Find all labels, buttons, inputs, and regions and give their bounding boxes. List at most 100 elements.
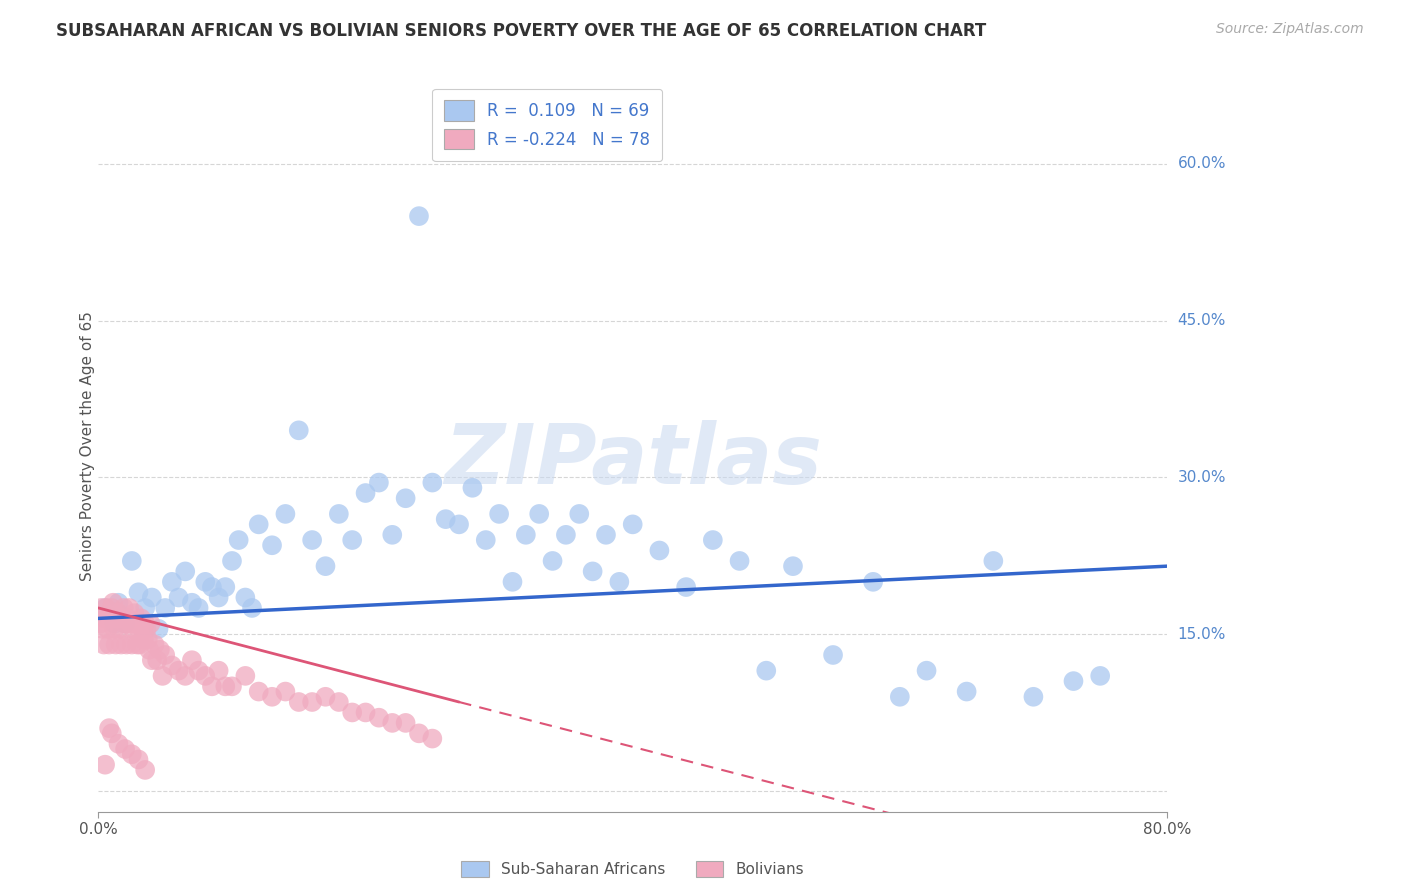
Point xyxy=(93,638,115,652)
Text: SUBSAHARAN AFRICAN VS BOLIVIAN SENIORS POVERTY OVER THE AGE OF 65 CORRELATION CH: SUBSAHARAN AFRICAN VS BOLIVIAN SENIORS P… xyxy=(56,22,987,40)
Point xyxy=(394,715,416,730)
Point xyxy=(94,601,117,615)
Point xyxy=(247,684,270,698)
Point xyxy=(118,601,141,615)
Legend: Sub-Saharan Africans, Bolivians: Sub-Saharan Africans, Bolivians xyxy=(454,854,811,885)
Point xyxy=(315,690,337,704)
Point xyxy=(422,475,444,490)
Point xyxy=(381,528,404,542)
Point xyxy=(408,726,430,740)
Point xyxy=(728,554,751,568)
Point xyxy=(155,648,177,662)
Point xyxy=(114,616,136,631)
Point xyxy=(214,580,236,594)
Point xyxy=(107,737,129,751)
Point xyxy=(201,679,224,693)
Point xyxy=(447,517,470,532)
Point xyxy=(201,580,224,594)
Point xyxy=(125,616,148,631)
Point xyxy=(112,601,135,615)
Point xyxy=(194,669,217,683)
Point xyxy=(915,664,938,678)
Point xyxy=(160,658,183,673)
Point xyxy=(155,601,177,615)
Point xyxy=(208,591,231,605)
Point xyxy=(262,690,284,704)
Point xyxy=(889,690,911,704)
Point xyxy=(134,616,156,631)
Point xyxy=(114,742,136,756)
Point xyxy=(981,554,1004,568)
Point xyxy=(122,622,145,636)
Point xyxy=(135,622,157,636)
Point xyxy=(274,684,297,698)
Point xyxy=(702,533,724,547)
Point xyxy=(128,638,150,652)
Point xyxy=(1088,669,1111,683)
Point xyxy=(103,622,125,636)
Point xyxy=(262,538,284,552)
Point xyxy=(120,616,142,631)
Point xyxy=(568,507,591,521)
Point xyxy=(515,528,537,542)
Point xyxy=(208,664,231,678)
Point xyxy=(107,606,129,620)
Point xyxy=(101,601,124,615)
Point xyxy=(956,684,979,698)
Point xyxy=(240,601,263,615)
Point xyxy=(128,585,150,599)
Text: Source: ZipAtlas.com: Source: ZipAtlas.com xyxy=(1216,22,1364,37)
Point xyxy=(100,611,122,625)
Point xyxy=(117,611,139,625)
Point xyxy=(148,622,170,636)
Point xyxy=(287,695,309,709)
Point xyxy=(194,574,217,589)
Point xyxy=(434,512,457,526)
Point xyxy=(108,622,131,636)
Point xyxy=(115,638,138,652)
Point xyxy=(167,664,190,678)
Point xyxy=(146,653,169,667)
Point xyxy=(128,752,150,766)
Point xyxy=(114,616,136,631)
Point xyxy=(1062,674,1084,689)
Point xyxy=(368,475,391,490)
Point xyxy=(187,601,209,615)
Point xyxy=(609,574,631,589)
Point xyxy=(233,669,257,683)
Point xyxy=(98,638,121,652)
Point xyxy=(340,533,363,547)
Point xyxy=(301,695,323,709)
Point xyxy=(214,679,236,693)
Point xyxy=(132,632,155,647)
Point xyxy=(821,648,844,662)
Point xyxy=(340,706,363,720)
Point xyxy=(94,757,117,772)
Point xyxy=(129,611,152,625)
Point xyxy=(143,638,166,652)
Point xyxy=(287,423,309,437)
Point xyxy=(782,559,804,574)
Point xyxy=(111,611,134,625)
Point xyxy=(111,611,134,625)
Point xyxy=(121,747,143,762)
Point xyxy=(103,616,125,631)
Point xyxy=(128,622,150,636)
Point xyxy=(354,706,377,720)
Point xyxy=(141,653,163,667)
Point xyxy=(554,528,576,542)
Point xyxy=(315,559,337,574)
Point xyxy=(127,638,149,652)
Point xyxy=(94,611,117,625)
Point xyxy=(149,642,172,657)
Point xyxy=(529,507,551,521)
Point xyxy=(152,669,174,683)
Point xyxy=(89,616,111,631)
Point xyxy=(755,664,778,678)
Point xyxy=(621,517,644,532)
Point xyxy=(408,209,430,223)
Point xyxy=(301,533,323,547)
Point xyxy=(221,679,243,693)
Point xyxy=(134,601,156,615)
Point xyxy=(180,596,204,610)
